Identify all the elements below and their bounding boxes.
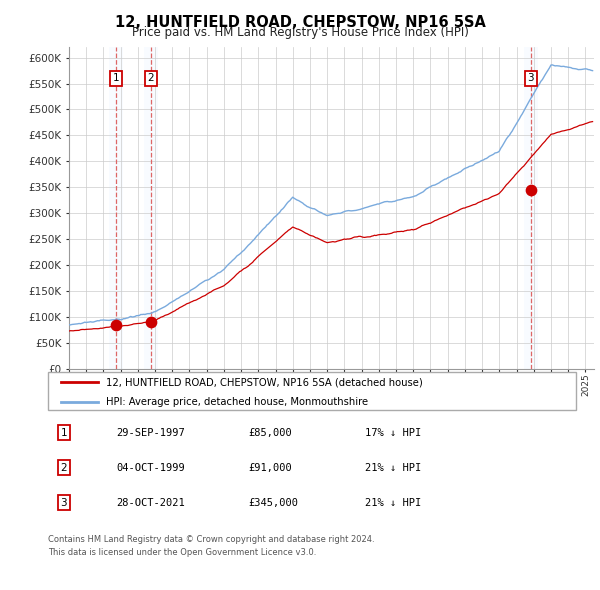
Text: HPI: Average price, detached house, Monmouthshire: HPI: Average price, detached house, Monm… bbox=[106, 396, 368, 407]
Point bbox=[146, 317, 155, 326]
Text: 3: 3 bbox=[61, 497, 67, 507]
Text: 04-OCT-1999: 04-OCT-1999 bbox=[116, 463, 185, 473]
Text: 2: 2 bbox=[148, 73, 154, 83]
Text: Price paid vs. HM Land Registry's House Price Index (HPI): Price paid vs. HM Land Registry's House … bbox=[131, 26, 469, 39]
Text: £91,000: £91,000 bbox=[248, 463, 292, 473]
Text: £85,000: £85,000 bbox=[248, 428, 292, 438]
Text: 21% ↓ HPI: 21% ↓ HPI bbox=[365, 463, 421, 473]
Text: Contains HM Land Registry data © Crown copyright and database right 2024.: Contains HM Land Registry data © Crown c… bbox=[48, 535, 374, 544]
Text: 3: 3 bbox=[527, 73, 534, 83]
Text: 12, HUNTFIELD ROAD, CHEPSTOW, NP16 5SA: 12, HUNTFIELD ROAD, CHEPSTOW, NP16 5SA bbox=[115, 15, 485, 30]
Point bbox=[526, 185, 536, 195]
Point bbox=[112, 320, 121, 329]
Bar bbox=[524, 47, 538, 369]
Text: 21% ↓ HPI: 21% ↓ HPI bbox=[365, 497, 421, 507]
Text: 12, HUNTFIELD ROAD, CHEPSTOW, NP16 5SA (detached house): 12, HUNTFIELD ROAD, CHEPSTOW, NP16 5SA (… bbox=[106, 378, 423, 388]
Text: This data is licensed under the Open Government Licence v3.0.: This data is licensed under the Open Gov… bbox=[48, 548, 316, 556]
Text: 17% ↓ HPI: 17% ↓ HPI bbox=[365, 428, 421, 438]
FancyBboxPatch shape bbox=[48, 372, 576, 410]
Text: 2: 2 bbox=[61, 463, 67, 473]
Text: 1: 1 bbox=[61, 428, 67, 438]
Bar bbox=[109, 47, 123, 369]
Text: 29-SEP-1997: 29-SEP-1997 bbox=[116, 428, 185, 438]
Bar bbox=[144, 47, 158, 369]
Text: 1: 1 bbox=[113, 73, 119, 83]
Text: 28-OCT-2021: 28-OCT-2021 bbox=[116, 497, 185, 507]
Text: £345,000: £345,000 bbox=[248, 497, 299, 507]
